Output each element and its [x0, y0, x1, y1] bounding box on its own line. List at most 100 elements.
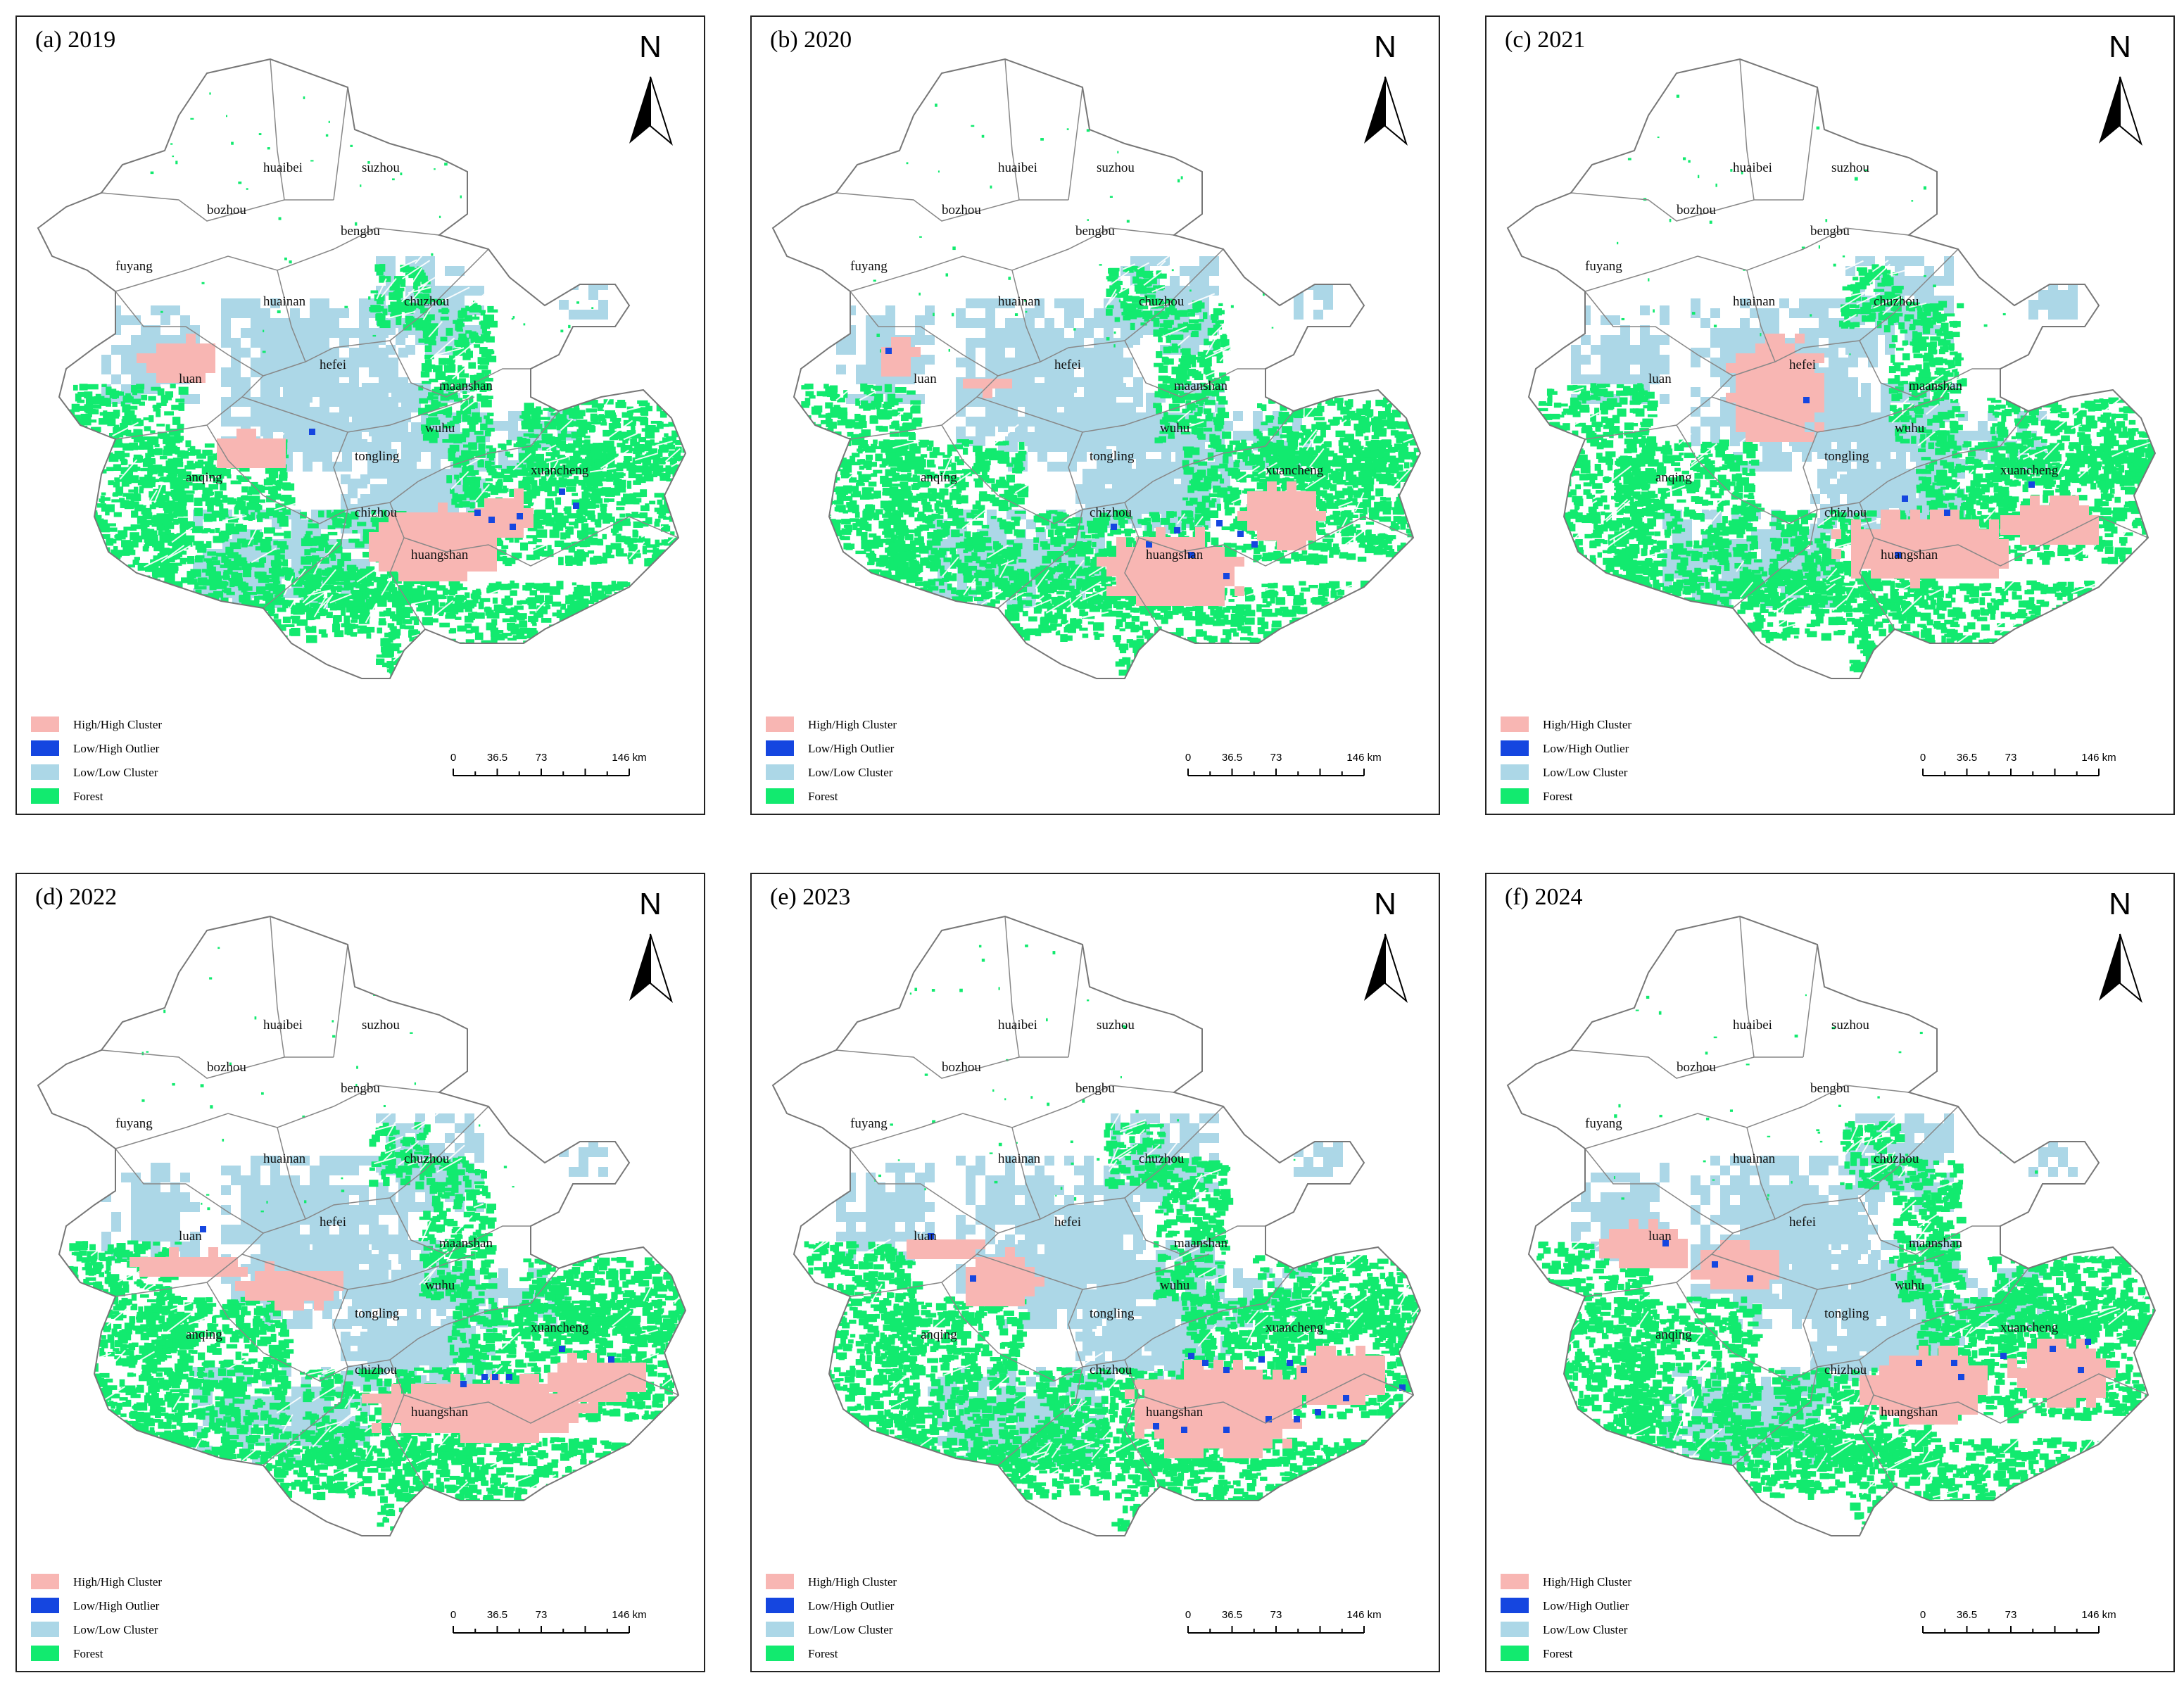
north-letter: N: [1357, 887, 1413, 922]
city-label-huaibei: huaibei: [263, 160, 303, 175]
city-label-tongling: tongling: [355, 1306, 400, 1321]
panel-title: (b) 2020: [770, 27, 852, 53]
scale-tick-label: 146 km: [612, 1609, 646, 1621]
legend-label: High/High Cluster: [808, 1575, 897, 1589]
outlier-cell: [1251, 541, 1258, 548]
city-label-bozhou: bozhou: [1677, 203, 1716, 217]
outlier-cell: [1202, 1360, 1208, 1366]
map-panel-1: huaibei suzhou bozhou bengbu fuyang huainan ch…: [750, 15, 1440, 815]
outlier-cell: [1902, 495, 1908, 502]
city-label-huangshan: huangshan: [411, 1405, 469, 1420]
north-arrow-icon: [1364, 933, 1408, 1003]
scale-tick-label: 0: [1920, 752, 1926, 764]
province-outline: [771, 58, 1422, 679]
city-label-xuancheng: xuancheng: [2000, 463, 2059, 478]
outlier-cell: [1958, 1374, 1964, 1380]
city-label-huaibei: huaibei: [998, 160, 1037, 175]
city-label-fuyang: fuyang: [115, 259, 153, 274]
low-high-outlier-layer: [885, 348, 1258, 579]
north-indicator: N: [1357, 30, 1413, 163]
scale-tick-label: 73: [2005, 752, 2017, 764]
city-label-wuhu: wuhu: [425, 421, 455, 436]
outlier-cell: [1174, 527, 1180, 534]
city-label-fuyang: fuyang: [1585, 259, 1622, 274]
city-label-suzhou: suzhou: [1097, 1018, 1135, 1033]
outlier-cell: [928, 1233, 934, 1239]
outlier-cell: [2028, 481, 2035, 488]
outlier-cell: [1944, 510, 1950, 516]
city-label-hefei: hefei: [1789, 1215, 1816, 1230]
city-label-hefei: hefei: [1789, 358, 1816, 372]
scale-tick-label: 73: [536, 1609, 548, 1621]
scale-tick-label: 36.5: [1222, 752, 1242, 764]
north-letter: N: [2092, 887, 2148, 922]
map-canvas: huaibei suzhou bozhou bengbu fuyang huainan ch…: [771, 58, 1422, 776]
legend-swatch: [31, 788, 59, 804]
province-outline: [1506, 58, 2157, 679]
legend-label: Low/High Outlier: [1543, 1599, 1629, 1613]
scale-bar-line: [1187, 769, 1365, 776]
scale-tick-label: 36.5: [487, 752, 507, 764]
legend-swatch: [31, 716, 59, 732]
legend-swatch: [1501, 764, 1529, 780]
city-label-bozhou: bozhou: [207, 1060, 246, 1075]
city-label-tongling: tongling: [1824, 449, 1869, 464]
low-high-outlier-layer: [1803, 397, 2035, 558]
north-arrow-icon: [2099, 933, 2142, 1003]
scale-tick-label: 146 km: [1346, 1609, 1381, 1621]
city-label-maanshan: maanshan: [1909, 379, 1962, 393]
map-canvas: huaibei suzhou bozhou bengbu fuyang huainan ch…: [37, 58, 687, 776]
outlier-cell: [885, 348, 892, 354]
city-label-maanshan: maanshan: [1174, 379, 1227, 393]
north-arrow-icon: [1364, 76, 1408, 146]
legend-label: Low/High Outlier: [808, 742, 894, 756]
city-label-xuancheng: xuancheng: [531, 463, 589, 478]
outlier-cell: [1315, 1409, 1321, 1415]
legend-label: Low/High Outlier: [808, 1599, 894, 1613]
city-label-xuancheng: xuancheng: [1265, 463, 1324, 478]
legend-label: Low/Low Cluster: [73, 766, 158, 780]
map-panel-4: huaibei suzhou bozhou bengbu fuyang huainan ch…: [750, 873, 1440, 1672]
city-label-huangshan: huangshan: [1881, 1405, 1938, 1420]
north-arrow-icon: [2099, 76, 2142, 146]
city-label-xuancheng: xuancheng: [2000, 1320, 2059, 1335]
high-high-cluster-layer: [130, 1247, 646, 1443]
city-label-fuyang: fuyang: [115, 1116, 153, 1131]
outlier-cell: [1188, 552, 1194, 558]
legend-swatch: [31, 764, 59, 780]
city-label-bozhou: bozhou: [942, 1060, 981, 1075]
city-label-chuzhou: chuzhou: [1139, 1151, 1185, 1166]
outlier-cell: [1265, 1416, 1272, 1422]
city-label-xuancheng: xuancheng: [1265, 1320, 1324, 1335]
legend-swatch: [31, 740, 59, 756]
city-label-hefei: hefei: [320, 1215, 346, 1230]
city-label-bengbu: bengbu: [341, 1081, 380, 1096]
outlier-cell: [608, 1356, 614, 1363]
legend-label: Low/High Outlier: [73, 742, 159, 756]
scale-tick-label: 0: [450, 1609, 456, 1621]
north-letter: N: [622, 30, 678, 65]
outlier-cell: [1181, 1427, 1187, 1433]
city-label-bengbu: bengbu: [1075, 1081, 1115, 1096]
city-label-hefei: hefei: [1054, 358, 1081, 372]
outlier-cell: [481, 1374, 488, 1380]
outlier-cell: [510, 524, 516, 530]
city-label-bengbu: bengbu: [341, 224, 380, 239]
outlier-cell: [1223, 1367, 1230, 1373]
outlier-cell: [2050, 1346, 2056, 1352]
map-canvas: huaibei suzhou bozhou bengbu fuyang huainan ch…: [771, 915, 1422, 1634]
outlier-cell: [573, 503, 579, 509]
outlier-cell: [1237, 531, 1244, 537]
legend-swatch: [766, 1598, 794, 1613]
city-label-huainan: huainan: [263, 1151, 306, 1166]
city-label-tongling: tongling: [1090, 449, 1135, 464]
high-high-cluster-layer: [907, 1239, 1385, 1458]
city-label-fuyang: fuyang: [850, 259, 888, 274]
scale-tick-label: 146 km: [612, 752, 646, 764]
north-arrow-icon: [629, 76, 673, 146]
legend-swatch: [766, 1646, 794, 1661]
scale-tick-label: 0: [1185, 752, 1191, 764]
high-high-cluster-layer: [881, 337, 1326, 606]
legend-label: High/High Cluster: [73, 718, 162, 732]
scale-bar: 0 36.5 73 146 km: [1185, 1609, 1439, 1651]
